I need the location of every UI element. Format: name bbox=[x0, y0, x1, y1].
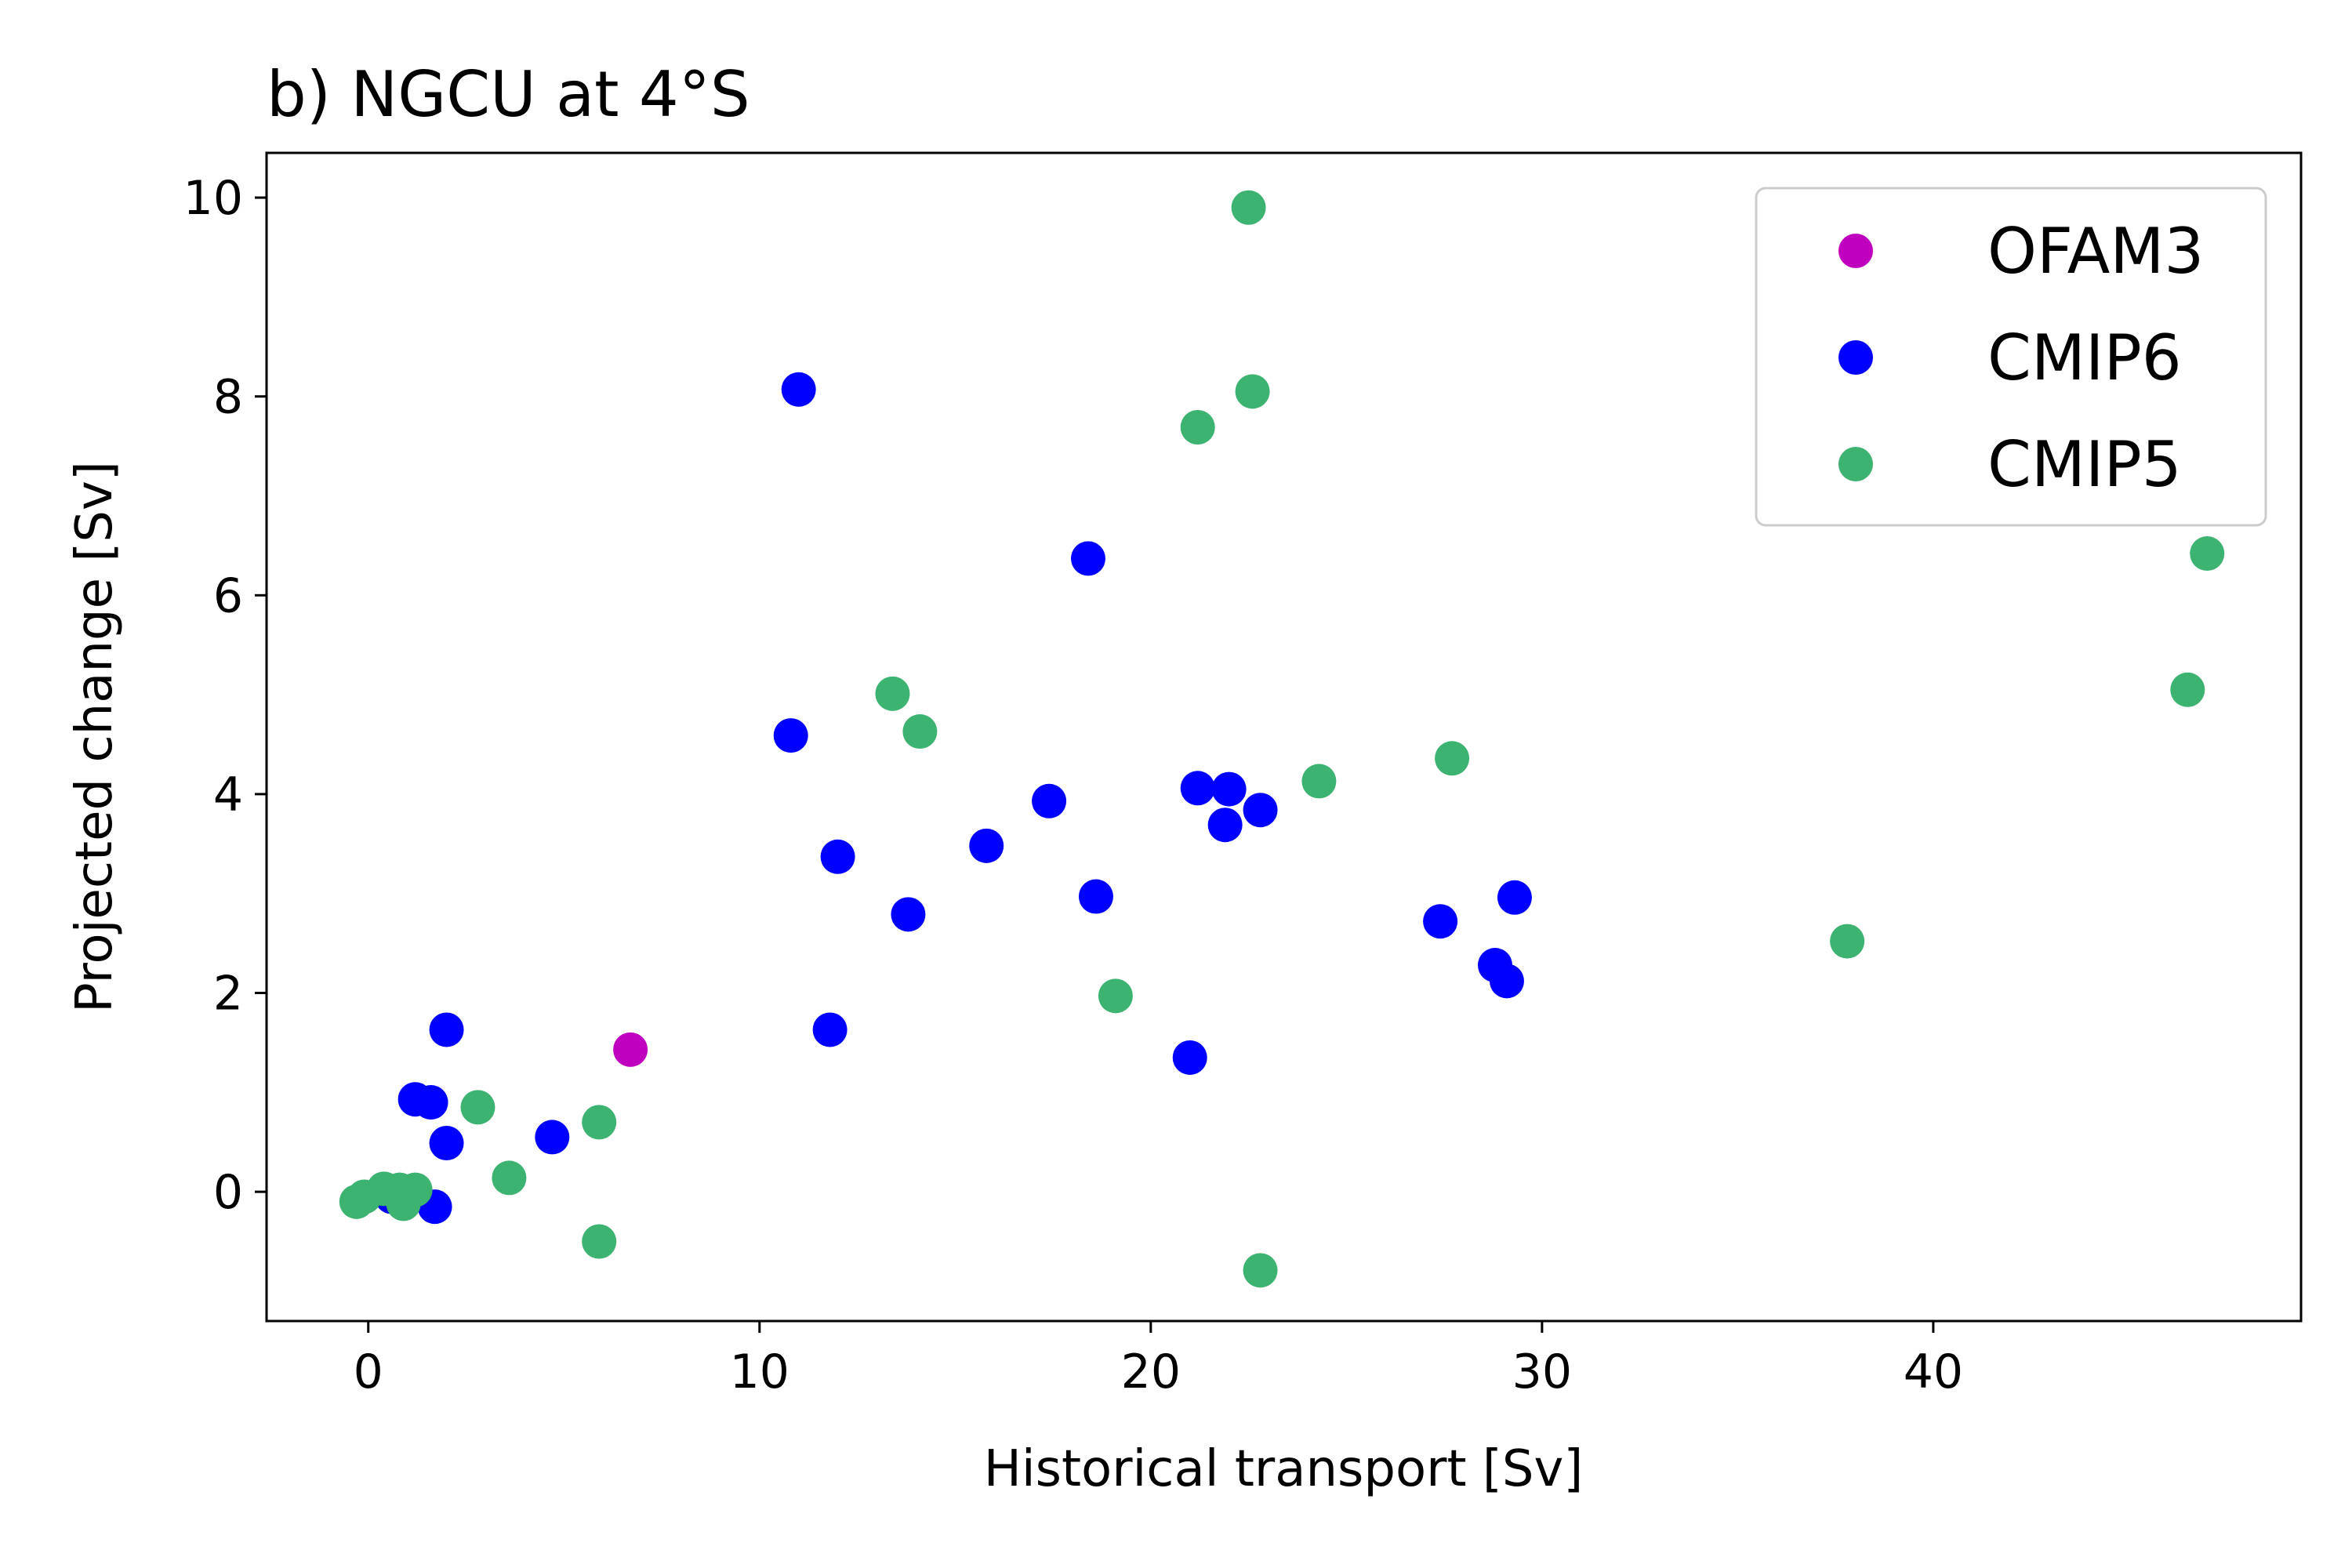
data-point-cmip6 bbox=[429, 1126, 464, 1161]
x-tick-label: 40 bbox=[1904, 1345, 1963, 1399]
data-point-cmip5 bbox=[1180, 409, 1215, 445]
data-point-cmip5 bbox=[902, 714, 938, 750]
points-layer bbox=[339, 190, 2225, 1288]
data-point-cmip6 bbox=[1070, 541, 1105, 576]
y-tick-label: 6 bbox=[213, 568, 243, 623]
y-axis-label: Projected change [Sv] bbox=[66, 461, 124, 1013]
data-point-cmip5 bbox=[492, 1160, 527, 1196]
x-tick-label: 20 bbox=[1121, 1345, 1181, 1399]
data-point-cmip5 bbox=[460, 1090, 495, 1125]
data-point-cmip6 bbox=[429, 1012, 464, 1047]
data-point-cmip6 bbox=[413, 1085, 448, 1120]
data-point-ofam3 bbox=[613, 1032, 648, 1067]
y-tick-label: 8 bbox=[213, 370, 243, 425]
data-point-cmip5 bbox=[582, 1105, 617, 1140]
data-point-cmip5 bbox=[1830, 924, 1865, 959]
data-point-cmip6 bbox=[773, 718, 808, 753]
data-point-cmip6 bbox=[1180, 771, 1215, 806]
data-point-cmip6 bbox=[1423, 904, 1458, 939]
legend-items: OFAM3 CMIP6 CMIP5 bbox=[1838, 215, 2204, 501]
data-point-cmip6 bbox=[1489, 964, 1524, 999]
x-tick-label: 0 bbox=[354, 1345, 383, 1399]
data-point-cmip6 bbox=[969, 828, 1004, 863]
data-point-cmip5 bbox=[875, 676, 910, 711]
plot-frame bbox=[265, 151, 2303, 1323]
legend-marker-ofam3 bbox=[1838, 234, 1873, 268]
y-tick-label: 2 bbox=[213, 967, 243, 1022]
data-point-cmip6 bbox=[820, 839, 855, 874]
x-tick-label: 10 bbox=[730, 1345, 789, 1399]
data-point-cmip5 bbox=[1231, 190, 1266, 225]
data-point-cmip6 bbox=[535, 1120, 570, 1155]
data-point-cmip5 bbox=[2190, 536, 2225, 572]
chart-title: b) NGCU at 4°S bbox=[267, 58, 750, 131]
data-point-cmip6 bbox=[812, 1012, 848, 1047]
legend: OFAM3 CMIP6 CMIP5 bbox=[1755, 187, 2267, 527]
legend-label-cmip5: CMIP5 bbox=[1987, 428, 2182, 501]
data-point-cmip5 bbox=[1301, 764, 1337, 799]
data-point-cmip6 bbox=[1172, 1040, 1207, 1075]
data-point-cmip5 bbox=[2170, 672, 2205, 707]
data-point-cmip6 bbox=[891, 897, 926, 932]
legend-box bbox=[1755, 187, 2267, 527]
x-axis-label: Historical transport [Sv] bbox=[984, 1440, 1584, 1498]
legend-label-cmip6: CMIP6 bbox=[1987, 321, 2182, 394]
data-point-cmip5 bbox=[386, 1186, 421, 1221]
x-tick-label: 30 bbox=[1512, 1345, 1572, 1399]
data-point-cmip6 bbox=[1207, 808, 1243, 843]
legend-marker-cmip5 bbox=[1838, 447, 1873, 481]
legend-label-ofam3: OFAM3 bbox=[1987, 215, 2204, 288]
data-point-cmip6 bbox=[781, 372, 816, 407]
y-tick-label: 4 bbox=[213, 768, 243, 822]
data-point-cmip6 bbox=[1211, 771, 1247, 807]
data-point-cmip6 bbox=[1497, 880, 1532, 915]
data-point-cmip6 bbox=[1032, 783, 1067, 818]
y-axis-ticks: 0 2 4 6 8 10 bbox=[183, 171, 267, 1220]
x-axis-ticks: 0 10 20 30 40 bbox=[354, 1321, 1963, 1399]
y-tick-label: 0 bbox=[213, 1165, 243, 1220]
data-point-cmip5 bbox=[1243, 1253, 1278, 1288]
y-tick-label: 10 bbox=[183, 171, 243, 226]
data-point-cmip5 bbox=[582, 1224, 617, 1259]
data-point-cmip6 bbox=[1078, 879, 1113, 914]
data-point-cmip5 bbox=[1235, 374, 1270, 409]
data-point-cmip5 bbox=[1435, 741, 1470, 776]
data-point-cmip5 bbox=[1098, 978, 1133, 1014]
legend-marker-cmip6 bbox=[1838, 340, 1873, 375]
data-point-cmip6 bbox=[1243, 793, 1278, 828]
